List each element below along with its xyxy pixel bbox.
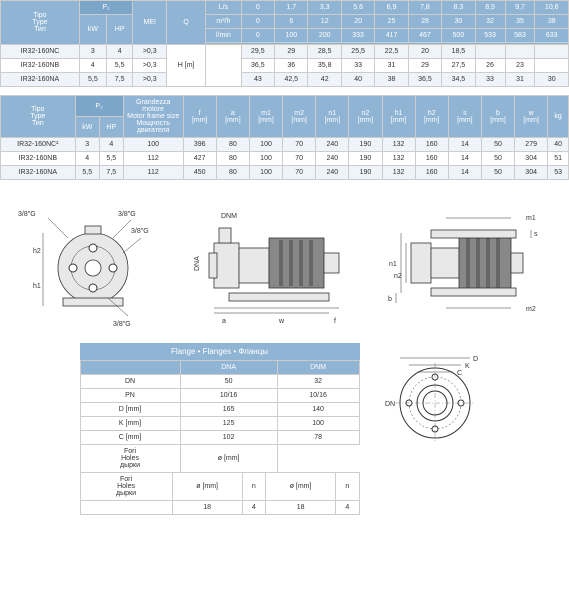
col-q: Q	[167, 1, 206, 45]
table-row: D [mm]165140	[80, 403, 359, 417]
svg-text:3/8"G: 3/8"G	[113, 321, 131, 328]
col-frame: Grandezza motore Motor frame size Мощнос…	[123, 96, 183, 138]
svg-text:b: b	[388, 296, 392, 303]
col-mei: MEI	[133, 1, 167, 45]
svg-text:a: a	[222, 318, 226, 325]
col-tipo: Tipo Type Тип	[1, 96, 76, 138]
svg-text:n2: n2	[394, 273, 402, 280]
svg-text:3/8"G: 3/8"G	[118, 211, 136, 218]
col-kw: kW	[79, 15, 106, 45]
flange-diagram: D K C DN	[380, 343, 490, 453]
col-kw: kW	[75, 117, 99, 138]
svg-text:f: f	[334, 318, 336, 325]
svg-text:h2: h2	[33, 248, 41, 255]
svg-text:h1: h1	[33, 283, 41, 290]
col-lmin: l/min	[206, 29, 242, 43]
val: 0	[241, 1, 274, 15]
pump-side-view: DNM DNA a w f	[184, 198, 364, 328]
col-hp: HP	[99, 117, 123, 138]
pump-front-view: h1 h2 3/8"G 3/8"G 3/8"G 3/8"G	[13, 198, 163, 328]
svg-text:DN: DN	[385, 401, 395, 408]
col-tipo: Tipo Type Тип	[1, 1, 80, 45]
table-row: K [mm]125100	[80, 417, 359, 431]
table-row: IR32-160NA5,57,5112 45080100702401901321…	[1, 166, 569, 180]
col-p2: P₂	[75, 96, 123, 117]
svg-text:3/8"G: 3/8"G	[18, 211, 36, 218]
svg-text:3/8"G: 3/8"G	[131, 228, 149, 235]
svg-text:m1: m1	[526, 215, 536, 222]
table-row: C [mm]10278	[80, 431, 359, 445]
table-row: IR32-160NC²34100 39680100702401901321601…	[1, 138, 569, 152]
svg-text:m2: m2	[526, 306, 536, 313]
table-row: IR32-160NB45,5112 4278010070240190132160…	[1, 152, 569, 166]
svg-text:w: w	[278, 318, 285, 325]
svg-text:K: K	[465, 363, 470, 370]
col-ls: L/s	[206, 1, 242, 15]
col-m3h: m³/h	[206, 15, 242, 29]
dimensions-table: Tipo Type Тип P₂ Grandezza motore Motor …	[0, 95, 569, 180]
col-p2: P₂	[79, 1, 133, 15]
svg-text:n1: n1	[389, 261, 397, 268]
col-hp: HP	[106, 15, 132, 45]
svg-text:s: s	[534, 231, 538, 238]
table-row: Fori Holes дырки ø [mm]n	[80, 445, 359, 473]
table-row: IR32-160NB45,5>0,3 36,53635,833312927,52…	[1, 59, 569, 73]
flange-section: Flange • Flanges • Фланцы DNADNM DN5032 …	[0, 338, 569, 520]
technical-drawings: h1 h2 3/8"G 3/8"G 3/8"G 3/8"G DNM DNA a …	[0, 188, 569, 338]
table-row: IR32-160NA5,57,5>0,3 4342,542403836,534,…	[1, 73, 569, 87]
pump-top-view: s m1 n1 n2 b m2	[386, 198, 556, 328]
svg-text:D: D	[473, 356, 478, 363]
flange-title: Flange • Flanges • Фланцы	[80, 343, 360, 360]
svg-text:DNA: DNA	[194, 256, 201, 271]
table-row: DN5032	[80, 375, 359, 389]
performance-table: Tipo Type Тип P₂ MEI Q L/s 01,73,35,66,9…	[0, 0, 569, 87]
svg-text:DNM: DNM	[221, 213, 237, 220]
table-row: IR32-160NC34>0,3 H [m] 29,52928,525,522,…	[1, 45, 569, 59]
svg-text:C: C	[457, 370, 462, 377]
table-row: PN10/1610/16	[80, 389, 359, 403]
